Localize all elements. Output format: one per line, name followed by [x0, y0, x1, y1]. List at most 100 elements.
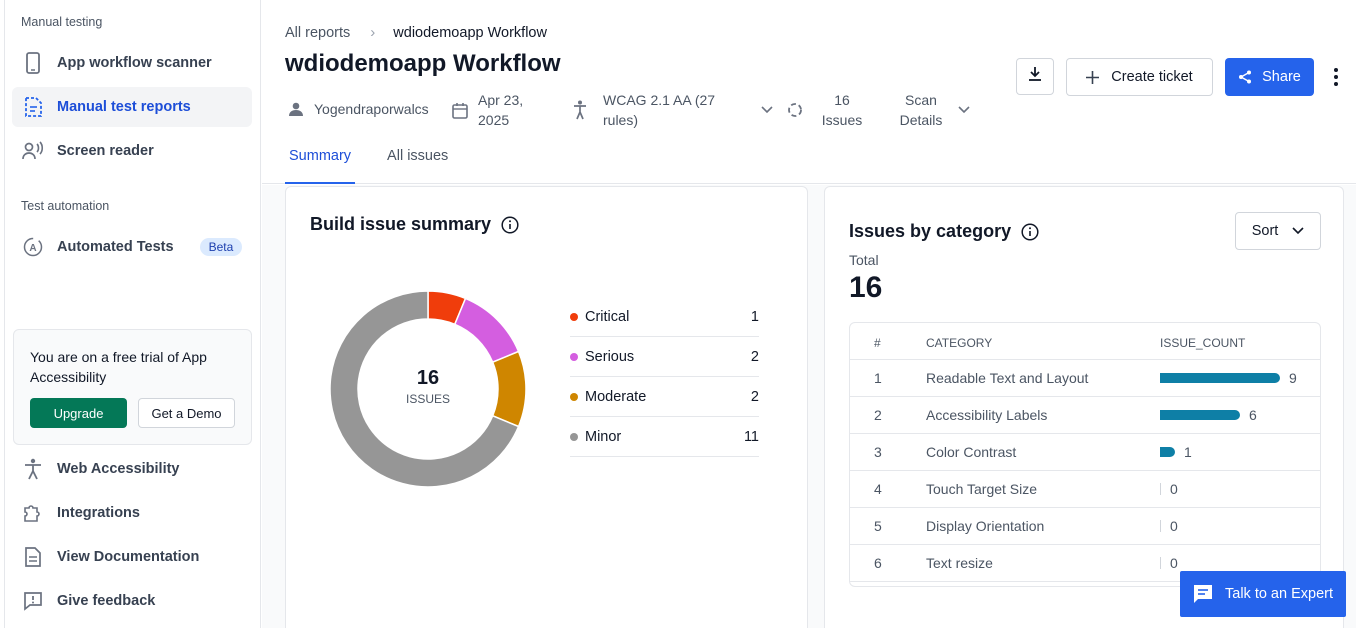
sidebar-item-label: Screen reader: [57, 143, 154, 159]
chevron-down-icon: [761, 106, 773, 114]
sidebar-item-label: App workflow scanner: [57, 55, 212, 71]
legend-minor: Minor 11: [570, 417, 759, 457]
sidebar-item-label: View Documentation: [57, 549, 200, 565]
donut-total-label: ISSUES: [405, 392, 450, 406]
scan-details-text: Scan Details: [899, 92, 943, 128]
chevron-down-icon: [958, 106, 970, 114]
share-label: Share: [1262, 69, 1301, 85]
download-button[interactable]: [1016, 58, 1054, 95]
sidebar-item-view-documentation[interactable]: View Documentation: [12, 537, 252, 577]
issue-count-bar: [1160, 373, 1280, 383]
chevron-right-icon: ›: [370, 24, 376, 41]
issue-count-bar: [1160, 410, 1240, 420]
category-card-title: Issues by category: [849, 221, 1039, 242]
issue-count-bar: [1160, 447, 1175, 457]
row-number: 5: [874, 518, 882, 534]
sidebar-item-automated-tests[interactable]: A Automated Tests Beta: [12, 227, 252, 267]
share-button[interactable]: Share: [1225, 58, 1314, 96]
sidebar-item-label: Automated Tests: [57, 239, 174, 255]
issue-count-value: 1: [1184, 444, 1192, 460]
user-icon: [288, 101, 304, 117]
breadcrumb: All reports › wdiodemoapp Workflow: [285, 24, 547, 41]
phone-icon: [22, 52, 44, 74]
row-category: Color Contrast: [926, 444, 1017, 460]
expert-label: Talk to an Expert: [1225, 586, 1333, 602]
document-icon: [22, 546, 44, 568]
legend-label: Serious: [585, 348, 635, 365]
upgrade-button[interactable]: Upgrade: [30, 398, 127, 428]
user-name: Yogendraporwalcs: [314, 101, 429, 117]
sidebar: Manual testing App workflow scanner Manu…: [0, 0, 261, 628]
report-header: All reports › wdiodemoapp Workflow wdiod…: [262, 0, 1356, 184]
sidebar-item-label: Integrations: [57, 505, 140, 521]
sort-label: Sort: [1251, 223, 1279, 239]
scan-details-dropdown[interactable]: Scan Details: [892, 90, 980, 130]
wcag-dropdown[interactable]: WCAG 2.1 AA (27 rules): [573, 90, 783, 130]
issues-by-category-card: Issues by category Sort Total 1 6 # CATEG…: [824, 186, 1344, 628]
sort-dropdown[interactable]: Sort: [1235, 212, 1321, 250]
page-title: wdiodemoapp Workflow: [285, 50, 561, 77]
table-row: 3 Color Contrast 1: [850, 434, 1320, 471]
row-issue-count: 0: [1160, 518, 1178, 534]
info-icon[interactable]: [1021, 222, 1039, 241]
sidebar-item-label: Web Accessibility: [57, 461, 180, 477]
spinner-icon: [787, 102, 803, 118]
report-tabs: Summary All issues: [285, 138, 480, 184]
chat-icon: [1193, 584, 1213, 604]
col-issue-count-header: ISSUE_COUNT: [1160, 336, 1246, 350]
sidebar-item-app-workflow-scanner[interactable]: App workflow scanner: [12, 43, 252, 83]
table-row: 2 Accessibility Labels 6: [850, 397, 1320, 434]
info-icon[interactable]: [501, 215, 519, 234]
row-category: Touch Target Size: [926, 481, 1038, 497]
total-label: Total: [849, 252, 879, 268]
summary-card-title: Build issue summary: [310, 214, 519, 235]
sidebar-item-label: Manual test reports: [57, 99, 191, 115]
legend-count: 2: [750, 388, 759, 405]
download-icon: [1027, 66, 1043, 87]
row-issue-count: 0: [1160, 555, 1178, 571]
report-date: Apr 23, 2025: [452, 90, 548, 130]
report-icon: [22, 96, 44, 118]
create-ticket-button[interactable]: Create ticket: [1066, 58, 1213, 96]
more-options-icon[interactable]: [1328, 64, 1344, 90]
tab-summary[interactable]: Summary: [285, 138, 356, 184]
sidebar-item-screen-reader[interactable]: Screen reader: [12, 131, 252, 171]
sidebar-item-label: Give feedback: [57, 593, 156, 609]
legend-label: Critical: [585, 308, 630, 325]
svg-text:A: A: [29, 243, 36, 254]
moderate-dot-icon: [570, 392, 578, 401]
test-automation-heading: Test automation: [21, 199, 110, 213]
talk-to-expert-button[interactable]: Talk to an Expert: [1180, 571, 1346, 617]
accessibility-person-icon: [573, 100, 587, 120]
date-text: Apr 23, 2025: [478, 92, 524, 128]
legend-count: 2: [750, 348, 759, 365]
issue-count-value: 0: [1170, 481, 1178, 497]
table-row: 6 Text resize 0: [850, 545, 1320, 582]
share-icon: [1238, 70, 1252, 84]
sidebar-item-integrations[interactable]: Integrations: [12, 493, 252, 533]
breadcrumb-all-reports[interactable]: All reports: [285, 24, 351, 41]
row-issue-count: 1: [1160, 444, 1192, 460]
screen-reader-icon: [22, 140, 44, 162]
feedback-icon: [22, 590, 44, 612]
serious-dot-icon: [570, 352, 578, 361]
row-issue-count: 0: [1160, 481, 1178, 497]
tab-all-issues[interactable]: All issues: [387, 148, 449, 164]
row-number: 1: [874, 370, 882, 386]
issues-count-meta: 16 Issues: [787, 90, 867, 130]
donut-center: 16 ISSUES: [328, 367, 528, 406]
sidebar-item-web-accessibility[interactable]: Web Accessibility: [12, 449, 252, 489]
table-header-row: # CATEGORY ISSUE_COUNT: [850, 323, 1320, 360]
row-category: Accessibility Labels: [926, 407, 1048, 423]
severity-donut-chart: [329, 290, 527, 488]
build-issue-summary-card: Build issue summary 16 ISSUES Critical 1…: [285, 186, 808, 628]
sidebar-item-manual-test-reports[interactable]: Manual test reports: [12, 87, 252, 127]
get-demo-button[interactable]: Get a Demo: [138, 398, 235, 428]
row-issue-count: 6: [1160, 407, 1257, 423]
issue-count-value: 0: [1170, 518, 1178, 534]
issue-count-value: 0: [1170, 555, 1178, 571]
breadcrumb-current: wdiodemoapp Workflow: [393, 24, 547, 41]
sidebar-item-give-feedback[interactable]: Give feedback: [12, 581, 252, 621]
automation-icon: A: [22, 236, 44, 258]
report-user: Yogendraporwalcs: [288, 99, 429, 119]
